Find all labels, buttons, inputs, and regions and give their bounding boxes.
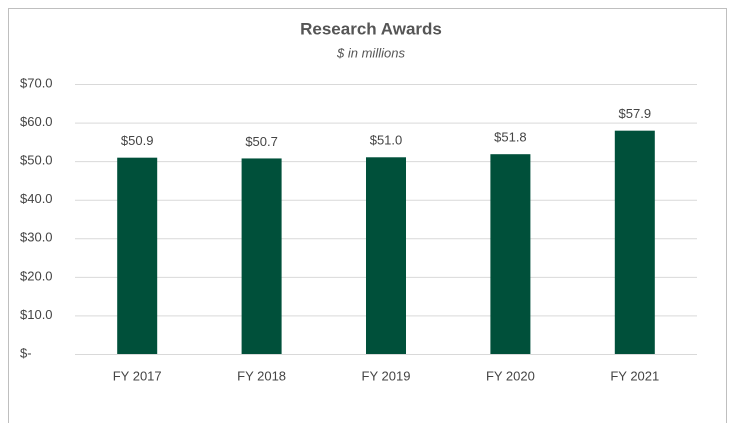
y-tick-label: $20.0 xyxy=(20,268,53,283)
x-tick-label: FY 2018 xyxy=(237,368,286,383)
data-label: $51.0 xyxy=(370,133,403,148)
data-label: $50.9 xyxy=(121,133,154,148)
y-tick-label: $50.0 xyxy=(20,153,53,168)
y-tick-label: $10.0 xyxy=(20,307,53,322)
data-label: $51.8 xyxy=(494,130,527,145)
bar xyxy=(241,158,282,354)
chart-subtitle: $ in millions xyxy=(336,45,405,60)
y-tick-label: $30.0 xyxy=(20,230,53,245)
bar xyxy=(366,157,406,354)
bar xyxy=(117,157,158,354)
data-label: $57.9 xyxy=(619,106,652,121)
y-tick-label: $70.0 xyxy=(20,75,53,90)
x-tick-label: FY 2021 xyxy=(610,368,659,383)
chart-title: Research Awards xyxy=(300,19,442,38)
y-tick-label: $40.0 xyxy=(20,191,53,206)
x-tick-label: FY 2019 xyxy=(362,368,411,383)
x-tick-label: FY 2017 xyxy=(113,368,162,383)
bar xyxy=(614,130,655,354)
x-tick-label: FY 2020 xyxy=(486,368,535,383)
y-tick-label: $- xyxy=(20,345,32,360)
bar xyxy=(490,154,531,354)
chart-frame xyxy=(8,8,727,423)
y-tick-label: $60.0 xyxy=(20,114,53,129)
data-label: $50.7 xyxy=(245,134,278,149)
